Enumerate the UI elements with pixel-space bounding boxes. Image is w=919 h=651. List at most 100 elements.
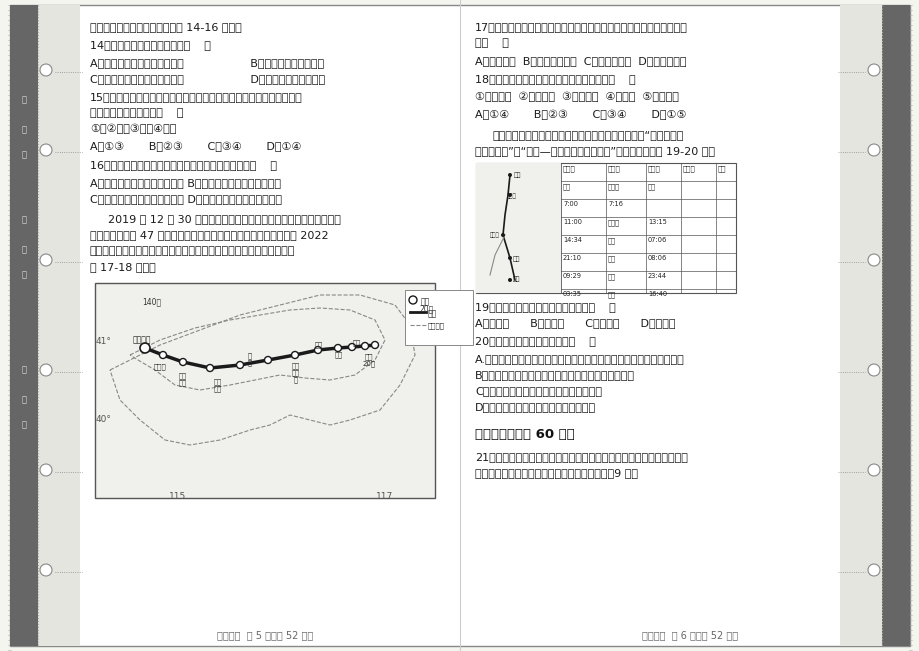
Text: 地理试题  第 5 页（共 52 页）: 地理试题 第 5 页（共 52 页） (217, 630, 312, 640)
Text: 16:40: 16:40 (647, 291, 666, 297)
Text: 鐵路: 鐵路 (427, 309, 437, 318)
Circle shape (40, 464, 52, 476)
Text: 14．我国各民族的分布特征是（    ）: 14．我国各民族的分布特征是（ ） (90, 40, 210, 50)
Text: 昌平: 昌平 (607, 237, 616, 243)
Text: 北京南: 北京南 (607, 219, 619, 226)
Text: 北京: 北京 (647, 183, 655, 189)
Text: 40°: 40° (96, 415, 112, 424)
Text: 21:10: 21:10 (562, 255, 582, 261)
Text: 7:16: 7:16 (607, 201, 622, 207)
Text: 21．某地理实践小组到云山风景区开展野外考查，下图为云山风景区及: 21．某地理实践小组到云山风景区开展野外考查，下图为云山风景区及 (474, 452, 687, 462)
Circle shape (507, 193, 512, 197)
Text: 广州: 广州 (717, 165, 726, 172)
Text: 地区界线: 地区界线 (427, 322, 445, 329)
Text: ：: ： (21, 421, 27, 430)
Text: 号: 号 (21, 126, 27, 135)
Text: ①速度快捷  ②价格低廉  ③机动灵活  ④运量大  ⑤无需换乘: ①速度快捷 ②价格低廉 ③机动灵活 ④运量大 ⑤无需换乘 (474, 92, 678, 102)
Text: 08:06: 08:06 (647, 255, 666, 261)
Text: 路干线简图”和“北京—广州客运简明时刻表”，据此回答下列 19-20 题。: 路干线简图”和“北京—广州客运简明时刻表”，据此回答下列 19-20 题。 (474, 146, 714, 156)
Text: C．到达北京时，已是华灯初上，霍虹闪烁: C．到达北京时，已是华灯初上，霍虹闪烁 (474, 386, 601, 396)
Circle shape (867, 364, 879, 376)
Text: 地理试题  第 6 页（共 52 页）: 地理试题 第 6 页（共 52 页） (641, 630, 737, 640)
Text: 左右行: 左右行 (607, 165, 620, 172)
Text: 18．与公路运输相比，高鐵运输的优势在于（    ）: 18．与公路运输相比，高鐵运输的优势在于（ ） (474, 74, 635, 84)
Text: 是（    ）: 是（ ） (474, 38, 508, 48)
Bar (475, 163, 561, 293)
Text: 17．与北京市区相比，张家口承担冬奥会室外滑雪项目的有利条件主要: 17．与北京市区相比，张家口承担冬奥会室外滑雪项目的有利条件主要 (474, 22, 687, 32)
Circle shape (501, 233, 505, 237)
Circle shape (40, 64, 52, 76)
Bar (839, 5, 881, 646)
Text: 2019 年 12 月 30 日，北京至张家口高鐵开通运营，张家口至北京最: 2019 年 12 月 30 日，北京至张家口高鐵开通运营，张家口至北京最 (108, 214, 341, 224)
Text: 八达
岭长
城: 八达 岭长 城 (291, 362, 300, 383)
Circle shape (265, 357, 271, 363)
Bar (10, 5, 38, 646)
Circle shape (348, 344, 355, 350)
Circle shape (40, 364, 52, 376)
Circle shape (867, 64, 879, 76)
Text: 19．从长沙到北京，最近的鐵路线是（    ）: 19．从长沙到北京，最近的鐵路线是（ ） (474, 302, 615, 312)
Text: A．京广线      B．焦柳线      C．京九线      D．京沪线: A．京广线 B．焦柳线 C．京九线 D．京沪线 (474, 318, 675, 328)
Text: A.列车沿途经过的省级行政区域单位是湖南、湖北、河南、河北、北京: A.列车沿途经过的省级行政区域单位是湖南、湖北、河南、河北、北京 (474, 354, 684, 364)
Text: 年北京冬奥会提供交通保障服务。下图示意京张高鐵线路，读图完成下: 年北京冬奥会提供交通保障服务。下图示意京张高鐵线路，读图完成下 (90, 246, 295, 256)
Text: A．大杂居、小聚居、交错杂居                   B．少数民族集中在东部: A．大杂居、小聚居、交错杂居 B．少数民族集中在东部 (90, 58, 323, 68)
Text: 117: 117 (376, 492, 393, 501)
Text: 清河: 清河 (353, 339, 360, 346)
Text: 张家口南: 张家口南 (132, 335, 151, 344)
Text: ①龙②孔雀③大象④骆驼: ①龙②孔雀③大象④骆驼 (90, 124, 176, 134)
Circle shape (140, 343, 150, 353)
Text: 23:44: 23:44 (647, 273, 666, 279)
Text: 二、解答题（共 60 分）: 二、解答题（共 60 分） (474, 428, 574, 441)
Text: 北京: 北京 (514, 172, 521, 178)
Text: ：: ： (21, 150, 27, 159)
Text: 北京南: 北京南 (506, 193, 516, 199)
Text: 小唠同学五一期间乘火车从长沙到北京旅游。下面为“我国部分鐵: 小唠同学五一期间乘火车从长沙到北京旅游。下面为“我国部分鐵 (493, 130, 684, 140)
Circle shape (40, 254, 52, 266)
Circle shape (206, 365, 213, 372)
Text: 沙河: 沙河 (335, 351, 343, 357)
Text: 考: 考 (21, 96, 27, 105)
Text: 站点: 站点 (421, 297, 430, 306)
Bar (95, 283, 435, 498)
Text: 41°: 41° (96, 337, 112, 346)
Text: 115: 115 (169, 492, 187, 501)
Text: 始发站: 始发站 (647, 165, 660, 172)
Circle shape (867, 464, 879, 476)
Text: 13:15: 13:15 (647, 219, 666, 225)
Text: 20天: 20天 (420, 304, 434, 313)
Text: D．小唠在北京参观了八达岭长城和故宫: D．小唠在北京参观了八达岭长城和故宫 (474, 402, 596, 412)
Circle shape (361, 342, 369, 350)
Text: 常见的当地动物图案有（    ）: 常见的当地动物图案有（ ） (90, 108, 183, 118)
Circle shape (867, 564, 879, 576)
Text: 宣化北: 宣化北 (153, 363, 166, 370)
Text: 广州南: 广州南 (607, 183, 619, 189)
Text: 北京西: 北京西 (490, 232, 499, 238)
Text: 14:34: 14:34 (562, 237, 582, 243)
Text: 广州: 广州 (562, 183, 571, 189)
Text: 周边地区等高线地形图，读图完成下列问题。（9 分）: 周边地区等高线地形图，读图完成下列问题。（9 分） (474, 468, 637, 478)
Text: C．汉族以中部和西部最为集中                   D．各地区分布比较均衡: C．汉族以中部和西部最为集中 D．各地区分布比较均衡 (90, 74, 324, 84)
Circle shape (40, 144, 52, 156)
Text: 140天: 140天 (142, 297, 162, 306)
Bar (38, 5, 80, 646)
Text: A．环境优美  B．土地资源丰富  C．积雪时间长  D．建设成本低: A．环境优美 B．土地资源丰富 C．积雪时间长 D．建设成本低 (474, 56, 686, 66)
Bar (475, 163, 735, 293)
Circle shape (507, 173, 512, 177)
Text: A．①③       B．②③       C．③④       D．①④: A．①③ B．②③ C．③④ D．①④ (90, 142, 301, 152)
Text: 面 17-18 小题。: 面 17-18 小题。 (90, 262, 155, 272)
Text: 11:00: 11:00 (562, 219, 582, 225)
Text: 北京
20天: 北京 20天 (362, 353, 375, 367)
Text: 广州: 广州 (607, 291, 616, 298)
Bar (404, 290, 472, 345)
Text: 姓: 姓 (21, 215, 27, 225)
Text: 快运行时间仕需 47 分钟，将有效推动京津冀一体化协同发展，并为 2022: 快运行时间仕需 47 分钟，将有效推动京津冀一体化协同发展，并为 2022 (90, 230, 328, 240)
Bar (881, 5, 909, 646)
Text: ：: ： (21, 271, 27, 279)
Circle shape (159, 352, 166, 359)
Text: 09:29: 09:29 (562, 273, 582, 279)
Text: 7:00: 7:00 (562, 201, 577, 207)
Circle shape (291, 352, 298, 359)
Text: A．优越的地理位置和交通条件 B．优越的河流水系和水源条件: A．优越的地理位置和交通条件 B．优越的河流水系和水源条件 (90, 178, 280, 188)
Text: 昌平: 昌平 (314, 341, 323, 348)
Text: 03:35: 03:35 (562, 291, 582, 297)
